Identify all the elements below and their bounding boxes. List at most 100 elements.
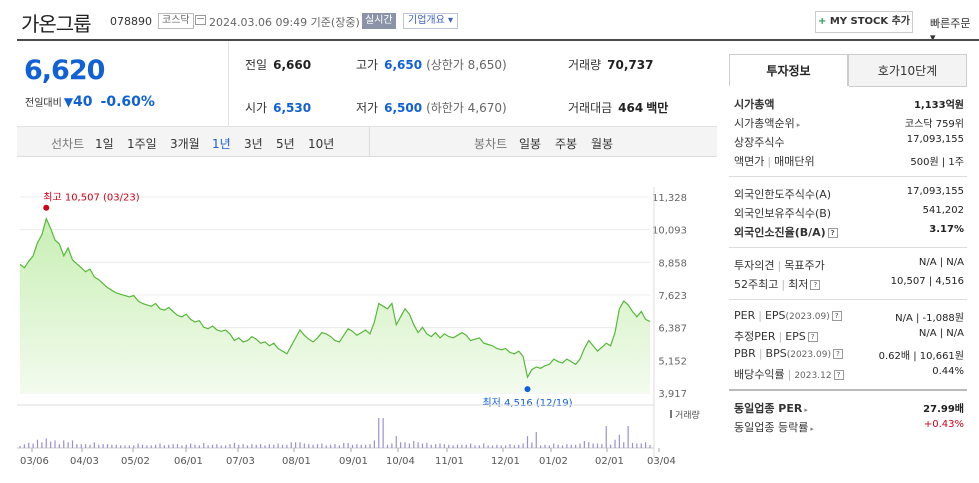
- volume-bar: [413, 441, 415, 448]
- volume-bar: [290, 442, 292, 448]
- period-1y-button[interactable]: 1년: [212, 137, 231, 151]
- volume-bar: [513, 445, 515, 448]
- period-5y-button[interactable]: 5년: [276, 137, 295, 151]
- volume-bar: [80, 444, 82, 448]
- y-tick-label: 5,152: [658, 356, 687, 367]
- x-tick-label: 02/01: [595, 456, 624, 467]
- est-per-row: 추정PER | EPS? N/A | N/A: [734, 328, 964, 346]
- y-tick-label: 3,917: [658, 389, 687, 400]
- volume-bar: [500, 445, 502, 448]
- volume-bar: [636, 443, 638, 448]
- x-tick-label: 12/01: [491, 456, 520, 467]
- down-arrow-icon: ▼: [63, 95, 74, 109]
- shares-label: 상장주식수: [734, 136, 785, 149]
- quote-datetime: 2024.03.06 09:49 기준(장중): [209, 16, 360, 29]
- period-10y-button[interactable]: 10년: [308, 137, 335, 151]
- price-chart[interactable]: 11,328 10,093 8,858 7,623 6,387 5,152 3,917 최고 …: [17, 157, 717, 483]
- info-icon[interactable]: ?: [827, 228, 838, 238]
- peer-rate-row: 동일업종 등락률 ▸ +0.43%: [734, 419, 964, 437]
- change-value: 40: [73, 94, 93, 110]
- stock-name: 가온그룹: [21, 12, 92, 36]
- foreign-hold-value: 541,202: [922, 205, 964, 216]
- separator: |: [787, 368, 792, 381]
- opinion-value: N/A | N/A: [918, 257, 964, 268]
- volume-label: 거래량: [568, 58, 602, 72]
- volume-bar: [605, 426, 607, 448]
- candle-monthly-button[interactable]: 월봉: [591, 137, 614, 151]
- period-1d-button[interactable]: 1일: [95, 137, 114, 151]
- par-text: 액면가: [734, 155, 765, 168]
- dividend-row: 배당수익률 | 2023.12? 0.44%: [734, 366, 964, 384]
- volume-bar: [277, 443, 279, 448]
- per-row: PER | EPS(2023.09)? N/A | -1,088원: [734, 309, 964, 327]
- market-cap-row: 시가총액 1,133억원: [734, 96, 964, 114]
- current-price: 6,620: [24, 55, 105, 86]
- par-row: 액면가 | 매매단위 500원 | 1주: [734, 153, 964, 171]
- period-bar-divider: [369, 127, 370, 157]
- volume-bar: [233, 442, 235, 448]
- volume-bar: [36, 439, 39, 448]
- est-eps-text: EPS: [785, 330, 806, 343]
- tab-order-book[interactable]: 호가10단계: [848, 54, 967, 87]
- volume-bar: [518, 444, 520, 448]
- volume-bar: [461, 444, 463, 448]
- high-label: 고가: [356, 58, 379, 72]
- volume-bar: [111, 444, 113, 448]
- candle-daily-button[interactable]: 일봉: [519, 137, 542, 151]
- high-price: 고가 6,650 (상한가 8,650): [356, 56, 507, 73]
- quick-order-link[interactable]: 빠른주문 ▾: [930, 15, 979, 44]
- volume-bar: [330, 444, 332, 448]
- volume-bar: [238, 444, 240, 448]
- separator: |: [781, 278, 786, 291]
- line-chart-label: 선차트: [51, 137, 85, 151]
- add-my-stock-button[interactable]: + MY STOCK 추가: [815, 11, 913, 33]
- volume-bar: [58, 444, 60, 448]
- volume-bar: [28, 442, 30, 448]
- info-icon[interactable]: ?: [810, 280, 821, 290]
- volume-bar: [229, 444, 231, 448]
- peer-per-label[interactable]: 동일업종 PER ▸: [734, 400, 808, 416]
- peer-rate-label[interactable]: 동일업종 등락률 ▸: [734, 419, 814, 435]
- quote-divider: [228, 41, 229, 127]
- low-value: 6,500: [384, 101, 423, 115]
- volume-bar: [264, 445, 266, 448]
- candle-weekly-button[interactable]: 주봉: [555, 137, 578, 151]
- period-1w-button[interactable]: 1주일: [127, 137, 157, 151]
- info-tabs: 투자정보 호가10단계: [729, 54, 967, 87]
- foreign-ratio-row: 외국인소진율(B/A)? 3.17%: [734, 224, 964, 242]
- x-tick-label: 05/02: [121, 456, 150, 467]
- info-icon[interactable]: ?: [832, 349, 843, 359]
- info-icon[interactable]: ?: [807, 332, 818, 342]
- volume-bar: [19, 446, 21, 448]
- opinion-text: 투자의견: [734, 259, 775, 272]
- x-tick-label: 03/06: [20, 456, 49, 467]
- stock-code: 078890: [110, 15, 152, 28]
- tab-investment-info[interactable]: 투자정보: [729, 54, 848, 87]
- cap-rank-label[interactable]: 시가총액순위 ▸: [734, 115, 800, 131]
- eps-period: (2023.09): [785, 312, 830, 322]
- info-icon[interactable]: ?: [831, 311, 842, 321]
- amount-label: 거래대금: [568, 101, 613, 115]
- volume-bar: [163, 445, 165, 448]
- volume-bar: [181, 445, 183, 448]
- volume-bar: [395, 436, 397, 448]
- volume-bar: [76, 444, 78, 448]
- volume-bar: [421, 443, 424, 448]
- volume-bar: [544, 444, 546, 448]
- target-text: 목표주가: [784, 259, 825, 272]
- volume-bar: [67, 442, 69, 448]
- volume-bar: [417, 442, 419, 448]
- volume-bar: [128, 445, 130, 448]
- info-icon[interactable]: ?: [833, 370, 844, 380]
- realtime-badge[interactable]: 실시간: [362, 13, 396, 29]
- period-3m-button[interactable]: 3개월: [170, 137, 200, 151]
- x-tick-label: 07/03: [226, 456, 255, 467]
- volume-bar: [640, 443, 642, 448]
- amount-unit: 백만: [646, 101, 669, 115]
- unit-text: 매매단위: [774, 155, 815, 168]
- company-overview-button[interactable]: 기업개요 ▾: [403, 13, 459, 29]
- volume-bar: [93, 442, 95, 448]
- volume-bar: [63, 440, 65, 448]
- volume-bar: [268, 444, 270, 448]
- period-3y-button[interactable]: 3년: [244, 137, 263, 151]
